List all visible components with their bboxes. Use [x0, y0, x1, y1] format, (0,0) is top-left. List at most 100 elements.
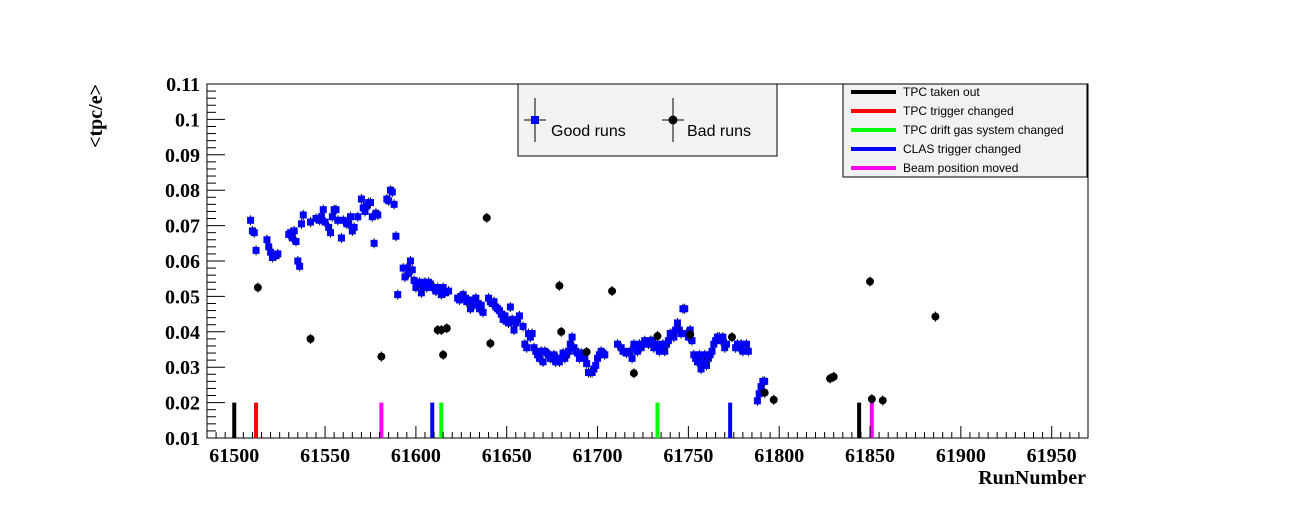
good-run-point — [385, 195, 393, 206]
good-run-point — [664, 335, 672, 346]
good-run-point — [537, 346, 545, 357]
x-tick-label: 61800 — [754, 445, 804, 467]
legend-tpc-drift-gas-changed-label: TPC drift gas system changed — [903, 123, 1064, 137]
good-run-point — [370, 238, 378, 249]
good-run-point — [742, 339, 750, 350]
good-run-point — [515, 310, 523, 321]
good-run-point — [401, 271, 409, 282]
bad-run-point — [555, 280, 564, 291]
legend-tpc-taken-out: TPC taken out — [851, 85, 980, 99]
x-tick-label: 61600 — [391, 445, 441, 467]
good-run-point — [737, 339, 745, 350]
bad-run-point — [867, 394, 876, 405]
y-tick-label: 0.03 — [165, 357, 200, 379]
good-run-point — [506, 302, 514, 313]
good-run-point — [566, 339, 574, 350]
good-run-point — [479, 307, 487, 318]
good-run-point — [327, 227, 335, 238]
x-axis-title: RunNumber — [978, 467, 1086, 489]
good-run-point — [519, 321, 527, 332]
good-run-point — [290, 225, 298, 236]
good-run-point — [357, 194, 365, 205]
good-run-point — [319, 204, 327, 215]
good-run-point — [695, 349, 703, 360]
bad-run-point — [442, 323, 451, 334]
bad-run-point — [306, 333, 315, 344]
legend-tpc-trigger-changed: TPC trigger changed — [851, 104, 1014, 118]
y-tick-label: 0.04 — [165, 322, 200, 344]
bad-run-point — [653, 331, 662, 342]
x-tick-label: 61950 — [1027, 445, 1077, 467]
good-run-point — [247, 215, 255, 226]
good-run-point — [470, 300, 478, 311]
good-run-point — [406, 256, 414, 266]
y-tick-label: 0.06 — [165, 251, 200, 273]
legend-tpc-taken-out-label: TPC taken out — [903, 85, 980, 99]
good-run-point — [477, 300, 485, 311]
y-tick-label: 0.02 — [165, 393, 200, 415]
good-run-point — [701, 349, 709, 360]
good-run-point — [634, 346, 642, 357]
legend-bad-runs-label: Bad runs — [687, 123, 751, 140]
bad-run-point — [608, 286, 617, 297]
good-run-point — [334, 215, 342, 226]
good-run-point — [299, 209, 307, 220]
good-run-point — [564, 346, 572, 357]
good-run-point — [723, 339, 731, 350]
good-run-point — [345, 218, 353, 229]
good-run-point — [719, 332, 727, 343]
bad-run-point — [629, 368, 638, 379]
good-run-point — [648, 335, 656, 346]
series-legend-box — [517, 83, 778, 157]
series-legend: Good runs Bad runs — [517, 83, 778, 157]
y-tick-label: 0.07 — [165, 216, 200, 238]
y-axis-title: <tpc/e> — [85, 84, 107, 148]
good-run-point — [614, 339, 622, 350]
good-run-point — [628, 353, 636, 364]
good-run-point — [619, 346, 627, 357]
y-tick-label: 0.01 — [165, 428, 200, 450]
good-run-point — [761, 376, 769, 387]
good-run-point — [677, 328, 685, 339]
bad-run-point — [377, 351, 386, 362]
good-run-point — [626, 346, 634, 357]
bad-run-point — [253, 282, 262, 293]
good-run-point — [466, 303, 474, 314]
good-run-point — [755, 388, 763, 399]
good-run-point — [539, 356, 547, 367]
legend-beam-position-moved-label: Beam position moved — [903, 161, 1018, 175]
good-run-point — [753, 395, 761, 406]
good-run-point — [252, 245, 260, 256]
good-run-point — [288, 232, 296, 243]
x-tick-label: 61650 — [482, 445, 532, 467]
good-run-point — [263, 234, 271, 245]
bad-run-point — [760, 387, 769, 398]
good-run-point — [399, 263, 407, 274]
good-run-point — [321, 217, 329, 228]
good-run-point — [328, 211, 336, 222]
good-run-point — [394, 289, 402, 300]
good-run-point — [312, 213, 320, 224]
good-run-point — [535, 353, 543, 364]
good-run-point — [601, 349, 609, 360]
good-run-point — [268, 252, 276, 263]
good-run-point — [274, 248, 282, 259]
x-tick-label: 61700 — [573, 445, 623, 467]
good-run-point — [350, 222, 358, 233]
good-run-point — [366, 197, 374, 208]
good-run-point — [374, 209, 382, 220]
good-run-point — [681, 303, 689, 314]
bad-run-point — [769, 394, 778, 405]
good-run-point — [408, 264, 416, 275]
bad-run-point — [829, 371, 838, 382]
y-tick-label: 0.09 — [165, 145, 200, 167]
good-run-point — [693, 356, 701, 367]
good-run-point — [250, 227, 258, 238]
good-run-point — [505, 317, 513, 328]
good-run-point — [592, 360, 600, 371]
bad-run-point — [686, 329, 695, 340]
bad-run-point — [727, 332, 736, 343]
good-run-point — [672, 325, 680, 336]
x-tick-label: 61500 — [209, 445, 259, 467]
good-run-point — [368, 211, 376, 222]
